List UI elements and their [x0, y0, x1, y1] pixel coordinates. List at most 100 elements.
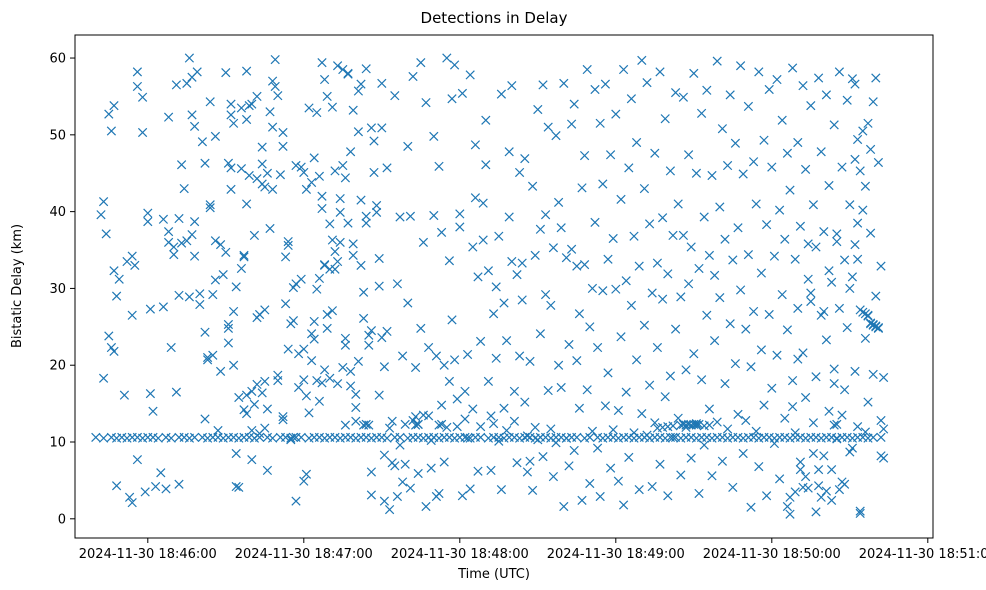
- data-point: [621, 276, 631, 286]
- data-point: [613, 476, 624, 486]
- data-point: [330, 264, 340, 274]
- data-point: [689, 68, 699, 79]
- data-point: [460, 386, 470, 396]
- data-point: [595, 491, 605, 502]
- data-point: [556, 223, 566, 233]
- data-point: [379, 362, 390, 372]
- data-point: [325, 373, 335, 383]
- data-point: [434, 420, 444, 430]
- data-point: [439, 457, 449, 467]
- data-point: [353, 127, 364, 137]
- y-tick-label: 0: [58, 512, 66, 527]
- data-point: [785, 185, 795, 195]
- data-point: [631, 355, 642, 365]
- data-point: [871, 322, 881, 332]
- data-point: [200, 414, 210, 424]
- data-point: [395, 440, 405, 450]
- data-point: [163, 112, 174, 122]
- data-point: [184, 292, 195, 302]
- data-point: [845, 283, 855, 294]
- data-point: [525, 356, 535, 366]
- data-point: [322, 323, 332, 333]
- data-point: [787, 375, 798, 386]
- data-point: [189, 216, 200, 227]
- data-point: [317, 191, 327, 201]
- data-point: [208, 350, 218, 360]
- data-point: [855, 166, 865, 176]
- data-point: [465, 484, 475, 494]
- data-point: [338, 160, 348, 171]
- data-point: [852, 254, 863, 264]
- data-point: [338, 362, 348, 373]
- data-point: [327, 306, 338, 316]
- data-point: [829, 364, 839, 374]
- data-point: [720, 234, 730, 244]
- data-point: [306, 355, 317, 366]
- data-point: [585, 478, 595, 489]
- data-point: [442, 422, 452, 433]
- data-point: [332, 61, 343, 71]
- data-point: [813, 481, 824, 491]
- data-point: [169, 242, 179, 252]
- data-point: [488, 418, 499, 429]
- data-point: [293, 382, 304, 393]
- data-point: [871, 73, 881, 83]
- data-point: [436, 400, 447, 410]
- data-point: [228, 306, 239, 317]
- data-point: [299, 167, 309, 178]
- data-point: [644, 219, 655, 229]
- data-point: [852, 422, 863, 432]
- data-point: [377, 332, 387, 343]
- data-point: [330, 166, 340, 176]
- data-point: [819, 451, 829, 461]
- data-point: [192, 67, 202, 77]
- data-point: [218, 269, 228, 280]
- data-point: [572, 355, 582, 366]
- data-point: [197, 137, 208, 147]
- data-point: [254, 432, 265, 443]
- data-point: [694, 488, 704, 499]
- data-point: [143, 216, 153, 227]
- data-point: [605, 463, 616, 473]
- data-point: [171, 387, 182, 397]
- data-point: [566, 119, 577, 129]
- data-point: [475, 432, 486, 443]
- data-point: [816, 492, 826, 502]
- data-point: [455, 209, 465, 219]
- data-point: [507, 256, 517, 267]
- data-point: [800, 471, 811, 482]
- data-point: [327, 235, 338, 245]
- data-point: [174, 290, 184, 300]
- data-point: [795, 457, 806, 467]
- data-point: [686, 453, 696, 463]
- data-point: [335, 193, 345, 204]
- data-point: [106, 126, 117, 136]
- data-point: [504, 147, 514, 157]
- data-point: [764, 309, 774, 320]
- data-point: [816, 147, 826, 157]
- data-point: [306, 329, 317, 339]
- data-point: [793, 137, 803, 148]
- data-point: [855, 508, 865, 519]
- data-point: [332, 379, 343, 389]
- data-point: [140, 487, 150, 497]
- data-point: [267, 433, 278, 443]
- data-point: [371, 207, 382, 218]
- data-point: [340, 333, 351, 343]
- data-point: [483, 266, 494, 276]
- data-point: [364, 340, 374, 350]
- data-point: [546, 300, 556, 310]
- data-point: [520, 397, 530, 407]
- data-point: [694, 263, 704, 274]
- data-point: [228, 118, 239, 128]
- data-point: [504, 212, 514, 222]
- data-point: [345, 366, 356, 376]
- data-point: [863, 118, 873, 128]
- data-point: [743, 250, 754, 260]
- data-point: [314, 273, 325, 284]
- data-point: [579, 150, 590, 161]
- x-tick-label: 2024-11-30 18:47:00: [235, 547, 373, 562]
- data-point: [382, 326, 392, 337]
- data-point: [465, 70, 475, 80]
- data-point: [418, 237, 429, 247]
